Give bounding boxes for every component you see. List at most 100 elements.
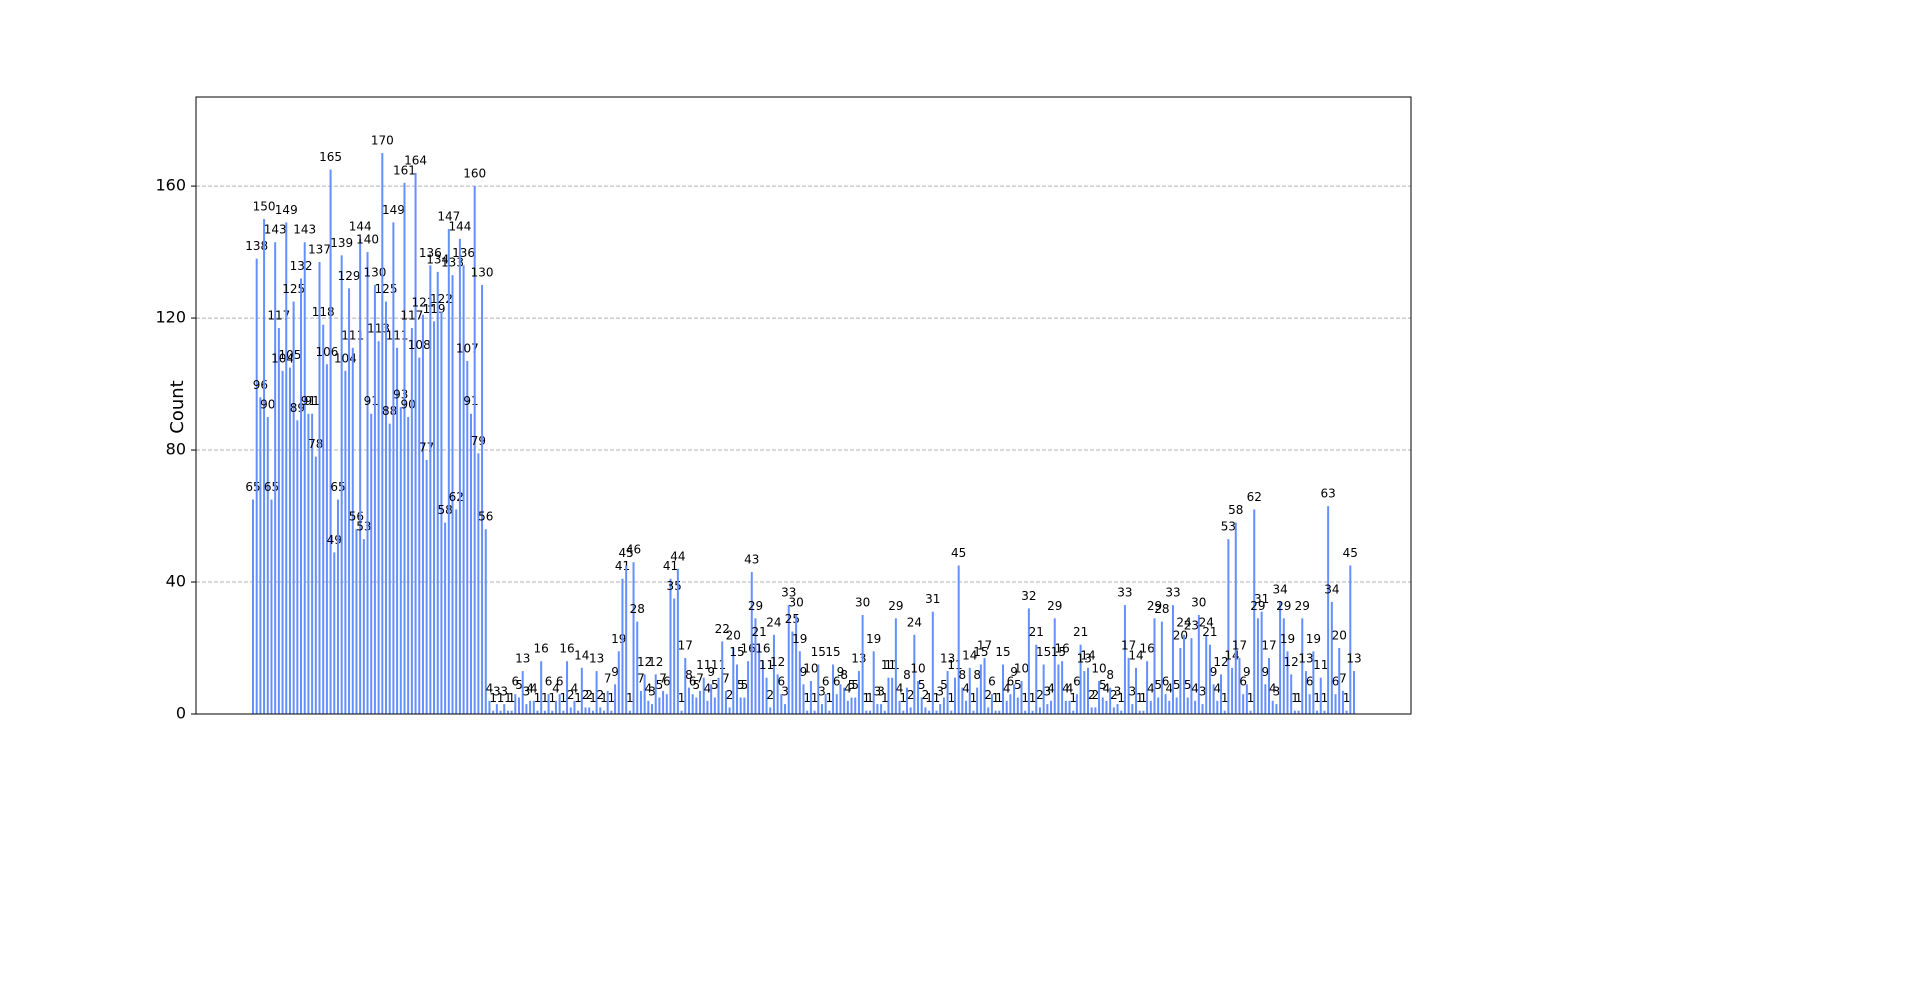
bar [765, 677, 768, 714]
bar [403, 182, 406, 714]
bar [976, 687, 979, 714]
value-label: 144 [349, 219, 372, 233]
value-label: 1 [678, 691, 686, 705]
value-label: 15 [729, 645, 744, 659]
y-tick-label: 80 [166, 440, 186, 459]
bar [525, 704, 528, 714]
value-label: 1 [608, 691, 616, 705]
value-label: 35 [667, 579, 682, 593]
value-label: 58 [437, 503, 452, 517]
value-label: 111 [341, 328, 364, 342]
value-label: 1 [560, 691, 568, 705]
y-axis-label: Count [167, 380, 188, 433]
bar [518, 697, 521, 714]
bar [469, 413, 472, 714]
value-label: 1 [1069, 691, 1077, 705]
value-label: 16 [534, 642, 549, 656]
value-label: 4 [1147, 681, 1155, 695]
value-label: 15 [973, 645, 988, 659]
bar [577, 710, 580, 714]
bar [1105, 700, 1108, 714]
value-label: 1 [995, 691, 1003, 705]
value-label: 133 [441, 256, 464, 270]
bar [255, 258, 258, 714]
bar [1075, 694, 1078, 714]
bar [602, 710, 605, 714]
value-label: 32 [1021, 589, 1036, 603]
value-label: 34 [1324, 582, 1339, 596]
value-label: 41 [615, 559, 630, 573]
bar [1046, 704, 1049, 714]
bar [1323, 710, 1326, 714]
value-label: 4 [1103, 681, 1111, 695]
bar [1345, 710, 1348, 714]
bar [1197, 615, 1200, 714]
bar [296, 420, 299, 714]
value-label: 4 [1062, 681, 1070, 695]
bar [942, 697, 945, 714]
bar [1290, 674, 1293, 714]
value-label: 16 [559, 642, 574, 656]
value-label: 147 [437, 209, 460, 223]
bar [595, 671, 598, 714]
bar [444, 522, 447, 714]
bar [1079, 644, 1082, 714]
value-label: 13 [589, 652, 604, 666]
bar [1083, 671, 1086, 714]
bar [1013, 684, 1016, 714]
value-label: 106 [315, 345, 338, 359]
bar [348, 288, 351, 714]
value-label: 9 [611, 665, 619, 679]
value-label: 31 [925, 592, 940, 606]
value-label: 12 [637, 655, 652, 669]
bar [1171, 605, 1174, 714]
value-label: 11 [711, 658, 726, 672]
bar [676, 568, 679, 714]
value-label: 3 [936, 685, 944, 699]
bar [1086, 667, 1089, 714]
bar [569, 707, 572, 714]
value-label: 3 [1044, 685, 1052, 699]
value-label: 11 [1313, 658, 1328, 672]
value-label: 149 [382, 203, 405, 217]
value-label: 7 [604, 671, 612, 685]
bar [359, 238, 362, 714]
bar [732, 648, 735, 714]
value-label: 104 [271, 351, 294, 365]
value-label: 14 [962, 648, 977, 662]
bar [1286, 651, 1289, 714]
value-label: 3 [1199, 685, 1207, 699]
value-label: 4 [1066, 681, 1074, 695]
value-label: 5 [848, 678, 856, 692]
bar [699, 690, 702, 714]
value-label: 7 [722, 671, 730, 685]
value-label: 8 [840, 668, 848, 682]
bar [277, 327, 280, 714]
bar [392, 222, 395, 714]
value-label: 91 [301, 394, 316, 408]
value-label: 1 [1140, 691, 1148, 705]
bar [846, 700, 849, 714]
value-label: 24 [1199, 615, 1214, 629]
bar [636, 621, 639, 714]
bar [529, 700, 532, 714]
value-label: 90 [401, 398, 416, 412]
bar [462, 265, 465, 714]
bar [499, 710, 502, 714]
value-label: 143 [264, 223, 287, 237]
value-label: 6 [822, 675, 830, 689]
value-label: 91 [463, 394, 478, 408]
value-label: 11 [881, 658, 896, 672]
bar [617, 651, 620, 714]
bar [680, 710, 683, 714]
bar [270, 499, 273, 714]
value-label: 6 [1073, 675, 1081, 689]
value-label: 1 [925, 691, 933, 705]
value-label: 1 [1313, 691, 1321, 705]
value-label: 139 [330, 236, 353, 250]
bar [1160, 621, 1163, 714]
bar [1212, 684, 1215, 714]
bar [440, 311, 443, 714]
value-label: 11 [759, 658, 774, 672]
